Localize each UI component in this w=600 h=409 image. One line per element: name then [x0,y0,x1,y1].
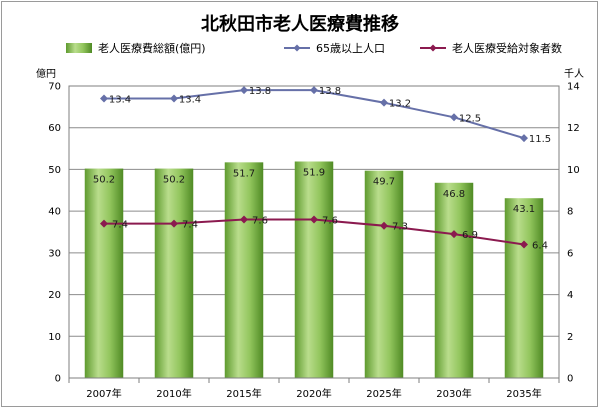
legend-label: 65歳以上人口 [316,42,385,55]
line-point [240,215,248,224]
line-value-label: 13.8 [249,86,271,97]
line-point [170,219,178,228]
x-tick-label: 2007年 [86,387,121,400]
left-axis-unit: 億円 [36,67,56,80]
right-tick-label: 12 [567,123,580,134]
line-point [310,215,318,224]
bar [224,162,264,378]
right-tick-label: 6 [567,248,573,259]
line-value-label: 6.4 [532,241,548,252]
legend: 老人医療費総額(億円) 65歳以上人口 老人医療受給対象者数 [66,41,562,55]
bar-value-label: 43.1 [513,204,535,215]
right-tick-label: 4 [567,290,573,301]
bar-value-label: 51.7 [233,168,255,179]
line-point [450,230,458,239]
line-value-label: 7.6 [252,215,268,226]
line-point [240,86,248,95]
data-labels: 50.2 50.2 51.7 51.9 49.7 46.8 43.1 13.4 13.4 13.8… [93,86,551,251]
line-value-label: 13.8 [319,86,341,97]
left-tick-label: 0 [55,374,61,385]
bar-value-label: 50.2 [163,175,185,186]
chart-title: 北秋田市老人医療費推移 [201,13,399,35]
line-point [380,98,388,107]
x-tick-label: 2010年 [156,387,191,400]
left-tick-label: 40 [48,207,61,218]
line-value-label: 7.3 [392,222,408,233]
bars [84,161,544,378]
x-tick-label: 2015年 [226,387,261,400]
x-tick-label: 2020年 [296,387,331,400]
bar [504,198,544,378]
right-tick-label: 0 [567,374,573,385]
line-point [100,94,108,103]
legend-marker [293,44,301,52]
x-tick-label: 2035年 [506,387,541,400]
bar [294,161,334,378]
right-axis-unit: 千人 [564,68,584,80]
line-value-label: 12.5 [459,113,481,124]
bar-value-label: 51.9 [303,168,325,179]
line-point [450,113,458,122]
left-tick-label: 10 [48,332,61,343]
bar [364,170,404,378]
bar [154,168,194,378]
left-tick-label: 50 [48,165,61,176]
x-tick-label: 2025年 [366,387,401,400]
legend-marker [429,44,437,52]
legend-label: 老人医療受給対象者数 [452,41,562,55]
axes: 0 10 20 30 40 50 60 70 0 2 4 6 8 10 12 14 2007年 2010年 2015… [48,82,579,401]
legend-label: 老人医療費総額(億円) [98,41,206,55]
bar [434,182,474,378]
line-value-label: 13.4 [109,95,131,106]
line-value-label: 13.2 [389,99,411,110]
bar-value-label: 46.8 [443,189,465,200]
left-tick-label: 70 [48,82,61,93]
line-point [380,221,388,230]
right-tick-label: 8 [567,207,573,218]
line-point [520,134,528,143]
bar-value-label: 49.7 [373,177,395,188]
line-point [520,240,528,249]
line-value-label: 13.4 [179,95,201,106]
left-tick-label: 20 [48,290,61,301]
line-value-label: 7.4 [112,220,128,231]
right-tick-label: 10 [567,165,580,176]
line-value-label: 6.9 [462,230,478,241]
left-tick-label: 60 [48,123,61,134]
plot-area-border [68,85,560,379]
x-tick-label: 2030年 [436,387,471,400]
legend-swatch [66,43,92,53]
line-point [310,86,318,95]
right-tick-label: 2 [567,332,573,343]
line-point [170,94,178,103]
line-value-label: 7.4 [182,220,198,231]
line-point [100,219,108,228]
lines [100,86,528,249]
line-value-label: 7.6 [322,215,338,226]
right-tick-label: 14 [567,82,580,93]
line-value-label: 11.5 [529,134,551,145]
bar [84,168,124,378]
left-tick-label: 30 [48,248,61,259]
bar-value-label: 50.2 [93,175,115,186]
